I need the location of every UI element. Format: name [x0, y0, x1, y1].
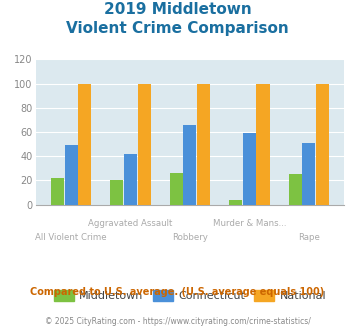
Bar: [256, 83, 269, 205]
Text: © 2025 CityRating.com - https://www.cityrating.com/crime-statistics/: © 2025 CityRating.com - https://www.city…: [45, 317, 310, 326]
Bar: [65, 145, 78, 205]
Bar: [138, 83, 151, 205]
Bar: [229, 200, 242, 205]
Bar: [51, 178, 64, 205]
Legend: Middletown, Connecticut, National: Middletown, Connecticut, National: [49, 286, 331, 306]
Bar: [243, 133, 256, 205]
Bar: [197, 83, 210, 205]
Bar: [302, 143, 315, 205]
Bar: [316, 83, 329, 205]
Text: Rape: Rape: [298, 233, 320, 242]
Text: Murder & Mans...: Murder & Mans...: [213, 219, 286, 228]
Bar: [124, 154, 137, 205]
Text: All Violent Crime: All Violent Crime: [36, 233, 107, 242]
Text: Violent Crime Comparison: Violent Crime Comparison: [66, 21, 289, 36]
Text: 2019 Middletown: 2019 Middletown: [104, 2, 251, 16]
Text: Robbery: Robbery: [172, 233, 208, 242]
Bar: [170, 173, 183, 205]
Bar: [184, 125, 196, 205]
Bar: [289, 174, 302, 205]
Text: Aggravated Assault: Aggravated Assault: [88, 219, 173, 228]
Text: Compared to U.S. average. (U.S. average equals 100): Compared to U.S. average. (U.S. average …: [31, 287, 324, 297]
Bar: [78, 83, 91, 205]
Bar: [110, 181, 124, 205]
